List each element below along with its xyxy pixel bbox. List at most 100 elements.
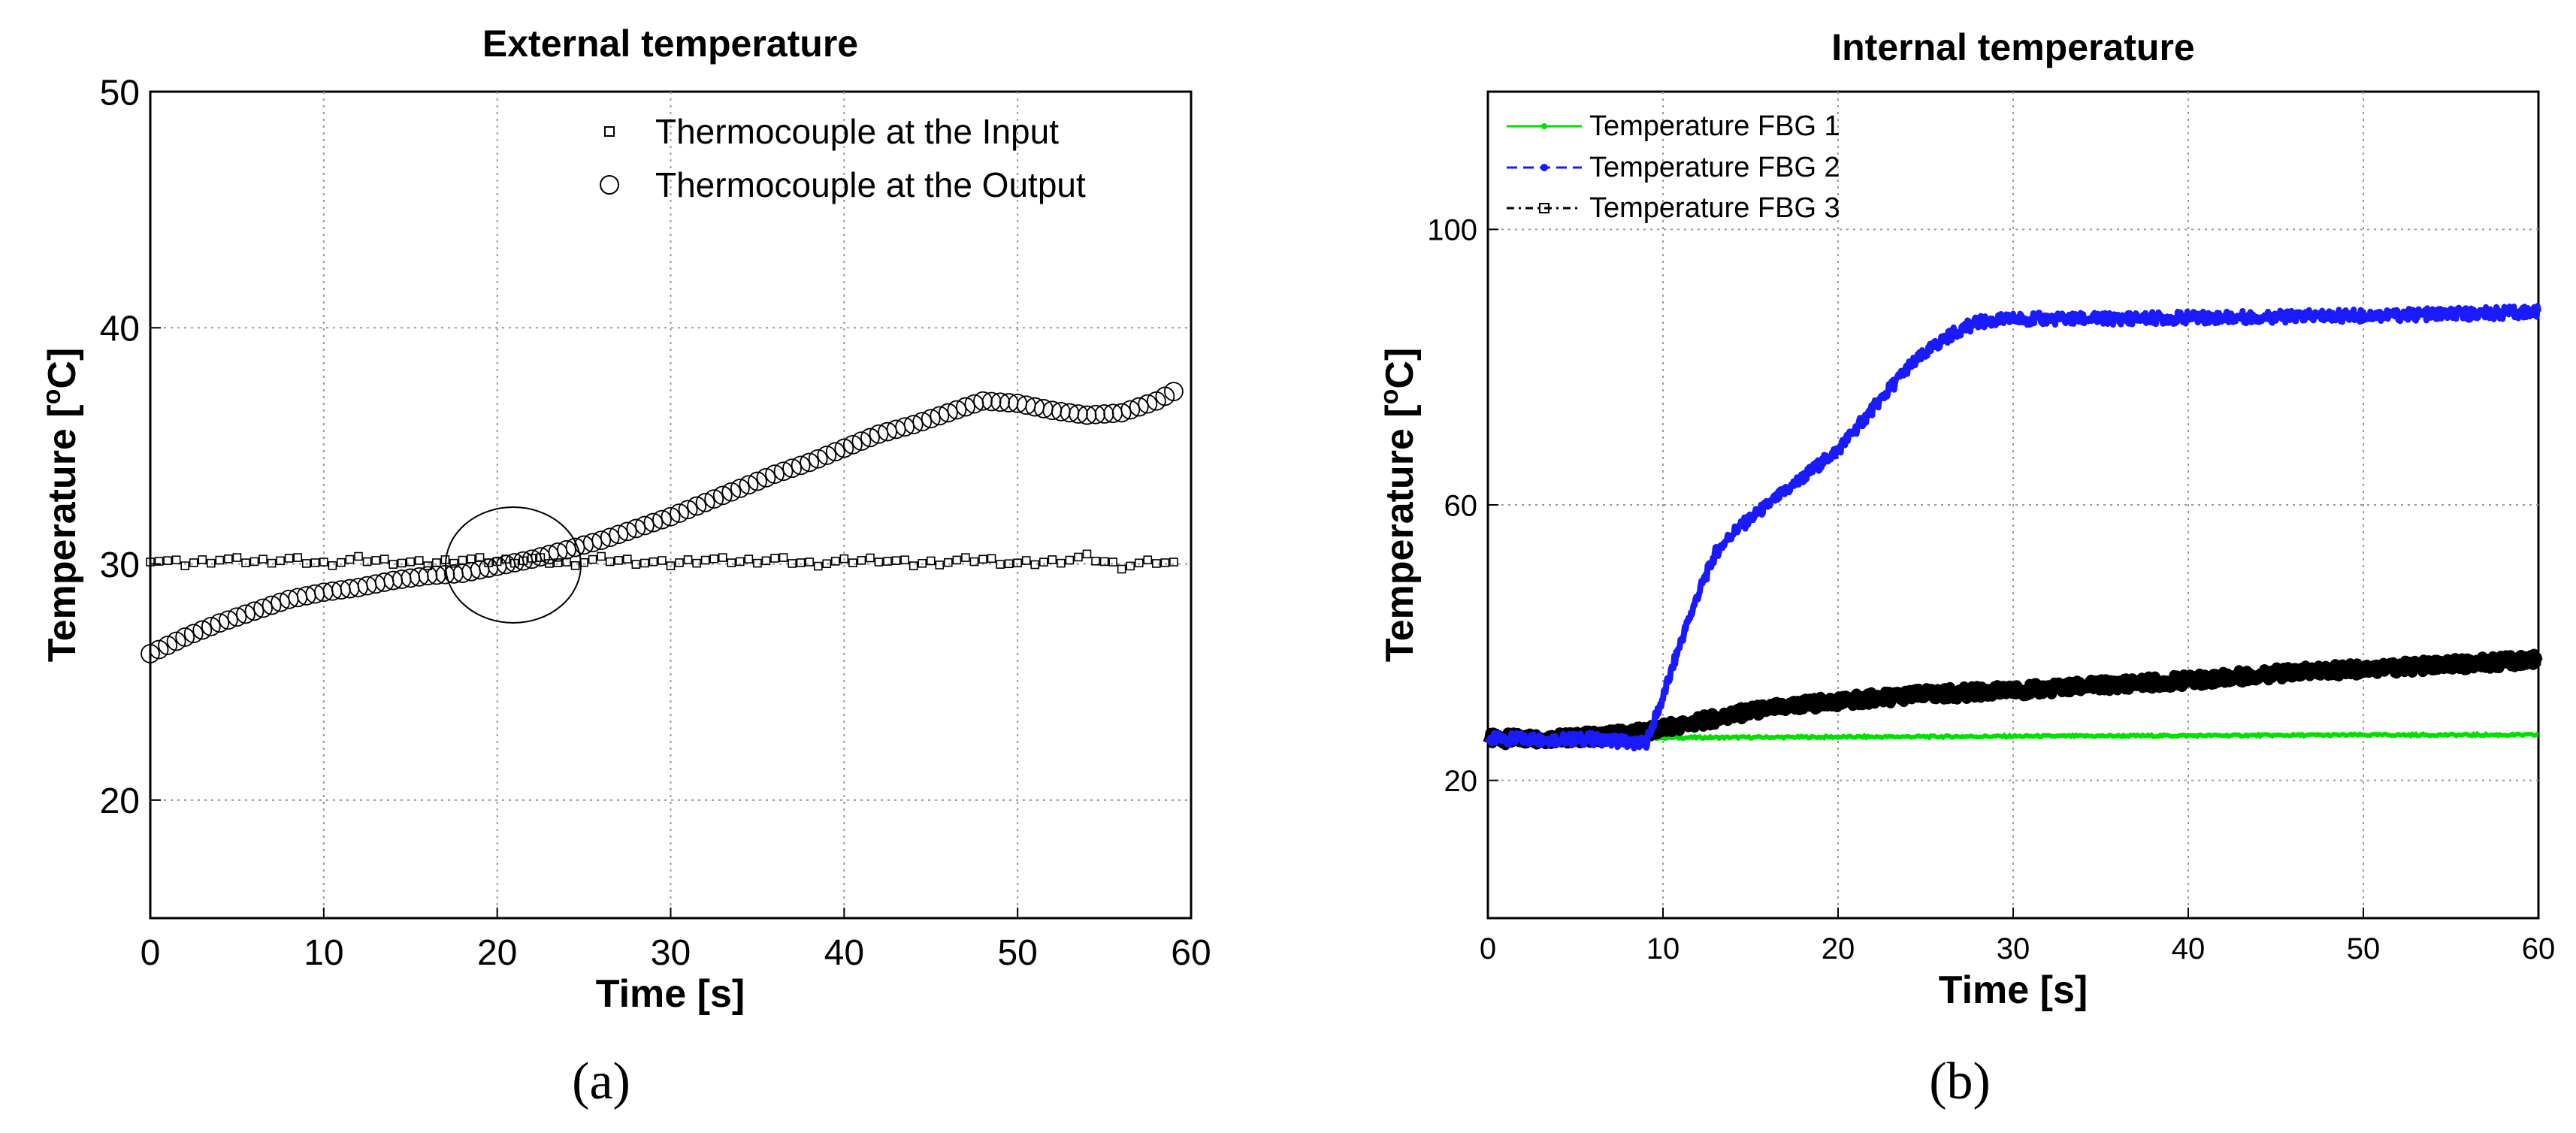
data-point-output xyxy=(166,631,186,651)
data-point-input xyxy=(1004,559,1014,569)
data-point-input xyxy=(276,556,285,566)
data-point-input xyxy=(658,556,667,565)
data-point-input xyxy=(779,553,788,562)
data-point-input xyxy=(718,553,727,562)
x-tick-label-a: 0 xyxy=(141,933,161,973)
data-point-output xyxy=(661,506,681,527)
data-point-output xyxy=(687,496,707,516)
data-point-input xyxy=(1065,555,1075,565)
y-ticks-b: 20 60 100 xyxy=(1427,214,1498,798)
data-point-input xyxy=(328,560,337,570)
series-thermocouple-input xyxy=(146,549,1178,574)
x-ticks-a: 0 10 20 30 40 50 60 xyxy=(141,908,1211,973)
x-tick-label-b: 60 xyxy=(2522,932,2556,965)
y-axis-label-b: Temperature [oC] xyxy=(1375,348,1422,663)
data-point-output xyxy=(695,492,715,512)
data-point-output xyxy=(938,403,958,423)
data-point-input xyxy=(935,560,945,570)
data-point-input xyxy=(952,555,962,565)
legend-a: Thermocouple at the Input Thermocouple a… xyxy=(600,112,1086,204)
data-point-output xyxy=(236,604,255,624)
data-point-input xyxy=(1039,557,1048,567)
data-point-input xyxy=(379,554,389,563)
data-point-input xyxy=(449,558,458,568)
data-point-output xyxy=(765,464,785,485)
y-label-tail-a: C] xyxy=(41,348,84,389)
data-point-output xyxy=(912,412,933,432)
data-point-output xyxy=(643,512,664,533)
data-point-input xyxy=(918,558,927,568)
data-point-input xyxy=(163,556,172,565)
data-point-output xyxy=(834,438,854,458)
data-point-input xyxy=(675,558,684,567)
data-point-input xyxy=(1143,555,1153,565)
data-point-input xyxy=(1152,559,1161,568)
y-label-tail-b: C] xyxy=(1378,348,1422,389)
internal-temperature-chart: 0 10 20 30 40 50 60 20 60 100 Internal temperatu… xyxy=(1375,26,2555,1012)
data-point-input xyxy=(259,554,268,563)
data-point-input xyxy=(926,556,936,566)
data-point-input xyxy=(319,557,328,566)
data-point-input xyxy=(987,554,996,563)
x-tick-label-b: 50 xyxy=(2347,932,2381,965)
data-point-output xyxy=(609,524,629,545)
data-point-input xyxy=(631,560,641,570)
data-point-input xyxy=(310,558,320,567)
data-point-output xyxy=(141,644,160,663)
data-point-output xyxy=(634,515,655,536)
legend-b: Temperature FBG 1 Temperature FBG 2 Temp… xyxy=(1507,110,1840,224)
data-point-output xyxy=(1138,394,1158,414)
panel-label-b: (b) xyxy=(1929,1053,1991,1110)
data-point-input xyxy=(1074,552,1083,562)
data-point-input xyxy=(1108,557,1117,566)
data-point-output xyxy=(218,610,238,630)
data-point-input xyxy=(822,559,832,569)
data-point-output xyxy=(1111,403,1132,423)
data-point-input xyxy=(406,557,416,566)
data-point-output xyxy=(739,475,759,495)
data-point-input xyxy=(866,553,875,563)
data-point-input xyxy=(423,561,433,570)
data-point-input xyxy=(597,551,606,561)
data-point-input xyxy=(1048,555,1057,564)
y-axis-label-a: Temperature [oC] xyxy=(38,348,84,663)
data-point-output xyxy=(192,620,213,640)
data-point-output xyxy=(626,518,646,539)
data-point-input xyxy=(146,557,155,566)
data-point-input xyxy=(154,557,164,566)
x-tick-label-b: 40 xyxy=(2172,932,2206,965)
data-point-input xyxy=(978,554,987,564)
data-point-input xyxy=(830,557,840,566)
line-fbg-2 xyxy=(1485,303,2541,752)
y-tick-label-b: 60 xyxy=(1444,489,1478,522)
series-fbg-2 xyxy=(1485,303,2541,752)
data-point-output xyxy=(149,639,169,660)
data-point-input xyxy=(753,558,762,568)
data-point-input xyxy=(614,556,624,565)
x-tick-label-b: 10 xyxy=(1646,932,1680,965)
legend-marker-fbg-3 xyxy=(1539,203,1550,213)
data-point-input xyxy=(189,558,198,567)
x-axis-label-b: Time [s] xyxy=(1939,968,2088,1012)
legend-label-input: Thermocouple at the Input xyxy=(655,112,1059,151)
data-point-output xyxy=(600,527,620,548)
data-point-output xyxy=(670,503,689,523)
data-point-input xyxy=(1091,556,1100,566)
data-point-output xyxy=(158,636,177,655)
data-point-input xyxy=(301,559,311,568)
legend-label-fbg-2: Temperature FBG 2 xyxy=(1589,152,1840,183)
data-point-output xyxy=(782,458,802,479)
data-point-output xyxy=(851,431,872,452)
x-tick-label-a: 30 xyxy=(651,933,691,973)
data-point-input xyxy=(241,558,250,567)
data-point-input xyxy=(1169,557,1178,566)
x-tick-label-a: 60 xyxy=(1171,933,1211,973)
data-point-output xyxy=(617,521,637,542)
data-point-input xyxy=(883,557,892,566)
grid-a xyxy=(150,92,1191,918)
y-ticks-a: 20 30 40 50 xyxy=(100,73,161,821)
data-point-input xyxy=(891,556,901,565)
data-point-input xyxy=(414,556,424,565)
data-point-input xyxy=(709,554,719,563)
data-point-input xyxy=(284,554,294,563)
